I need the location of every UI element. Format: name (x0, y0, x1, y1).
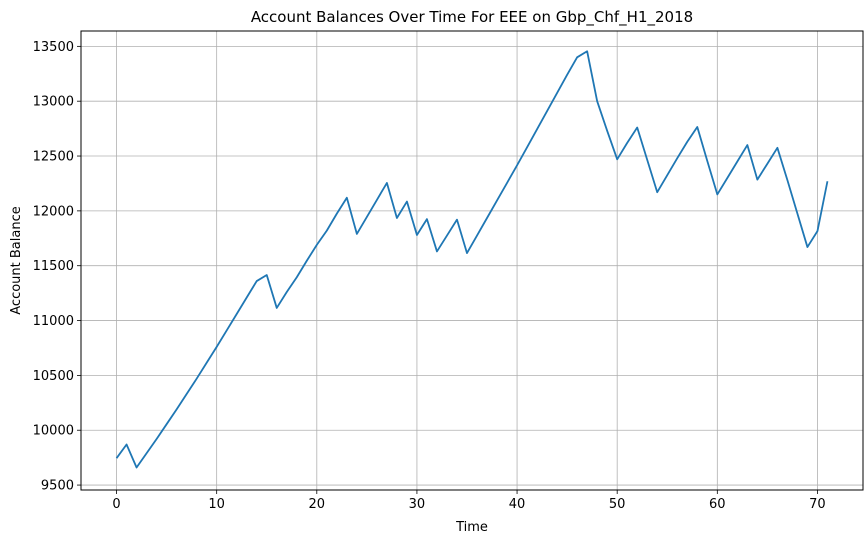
series-lines (115, 50, 829, 469)
y-tick-label: 9500 (41, 479, 74, 494)
y-tick-label: 12500 (33, 150, 74, 165)
balance-line (115, 50, 829, 469)
x-tick-label: 0 (112, 497, 120, 512)
y-tick-label: 10500 (33, 369, 74, 384)
y-axis-label: Account Balance (9, 206, 24, 314)
chart-title: Account Balances Over Time For EEE on Gb… (251, 8, 693, 27)
y-tick-label: 10000 (33, 424, 74, 439)
x-tick-label: 10 (208, 497, 225, 512)
plot-frame (80, 30, 864, 491)
x-axis-label: Time (455, 520, 488, 535)
y-tick-label: 13000 (33, 95, 74, 110)
x-tick-label: 60 (709, 497, 726, 512)
axis-ticks: 0 10 20 30 40 50 60 70 9500 10000 10500 11000 11500 1… (33, 40, 826, 512)
x-tick-label: 20 (309, 497, 326, 512)
y-tick-label: 13500 (33, 40, 74, 55)
y-tick-label: 11000 (33, 314, 74, 329)
y-tick-label: 12000 (33, 204, 74, 219)
x-tick-label: 30 (409, 497, 426, 512)
y-tick-label: 11500 (33, 259, 74, 274)
x-tick-label: 70 (809, 497, 826, 512)
plot-area (81, 31, 863, 490)
grid-lines (81, 31, 863, 490)
x-tick-label: 40 (509, 497, 526, 512)
x-tick-label: 50 (609, 497, 626, 512)
